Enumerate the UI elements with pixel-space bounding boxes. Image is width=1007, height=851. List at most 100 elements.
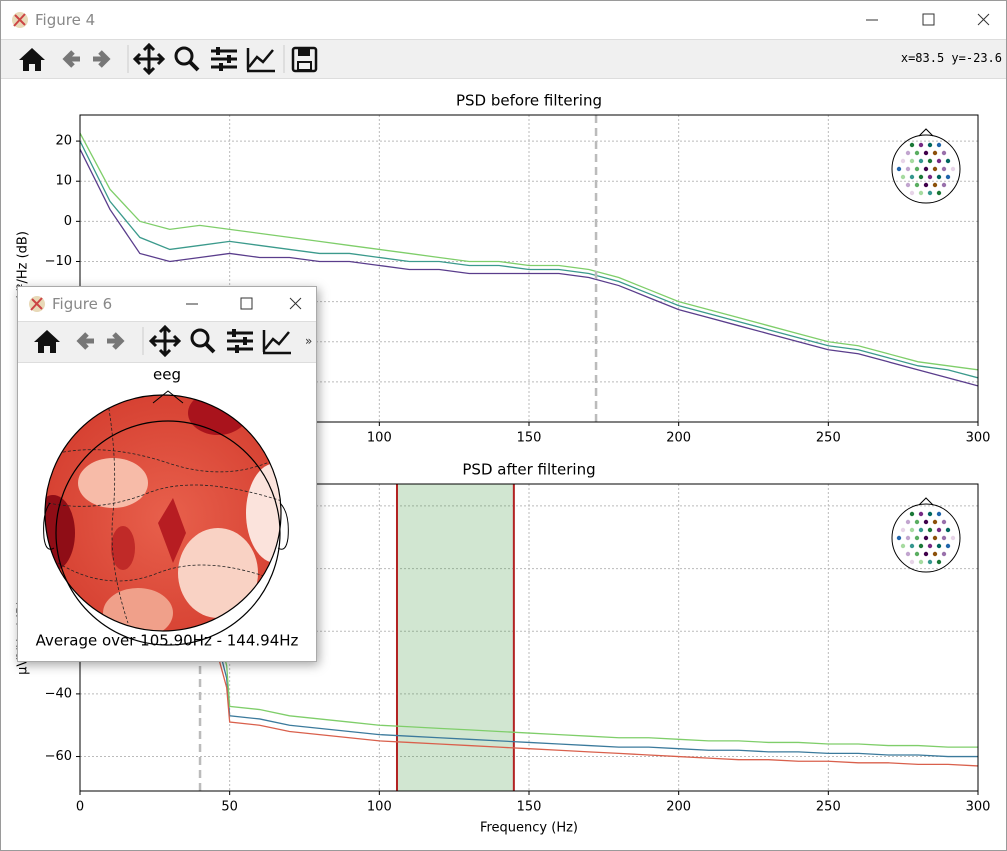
x-tick-label: 150 [517,431,542,446]
sensor-layout-inset [891,128,961,204]
sensor-dot [945,543,951,549]
toolbar-overflow[interactable]: » [305,334,313,348]
head-outline [891,134,961,204]
sensor-dot [932,551,938,557]
sensor-dot [900,527,906,533]
sensor-dot [927,527,933,533]
sensor-dot [932,150,938,156]
window-title: Figure 4 [35,11,96,29]
y-tick-label: −10 [45,254,72,269]
sensor-dot [950,535,956,541]
traces [80,132,978,387]
chart-title: PSD after filtering [462,461,595,479]
toolbar: » [18,321,316,363]
sensor-dot [909,527,915,533]
y-tick-label: −40 [45,686,72,701]
sensor-dot [936,543,942,549]
x-tick-label: 200 [666,800,691,815]
sensor-dot [923,551,929,557]
y-tick-label: 20 [55,134,72,149]
sensor-dot [941,150,947,156]
topomap-title: eeg [153,366,181,384]
y-tick-label: 10 [55,174,72,189]
sensor-dot [936,158,942,164]
sensor-dot [945,158,951,164]
sensor-dot [914,519,920,525]
sensor-dot [923,519,929,525]
topomap-caption: Average over 105.90Hz - 144.94Hz [36,632,299,650]
sensor-dot [909,190,915,196]
sensor-dot [936,511,942,517]
x-axis-label: Frequency (Hz) [480,821,578,836]
cursor-coords: x=83.5 y=-23.6 [900,51,1002,65]
sensor-dot [918,174,924,180]
sensor-dot [941,166,947,172]
sensor-dot [941,535,947,541]
sensor-dot [918,511,924,517]
sensor-dot [905,182,911,188]
sensor-dot [918,190,924,196]
psd-trace [80,140,978,379]
sensor-dot [905,150,911,156]
sensor-dot [918,158,924,164]
sensor-dot [914,535,920,541]
x-tick-label: 50 [221,800,238,815]
sensor-dot [909,543,915,549]
sensor-dot [918,142,924,148]
sensor-dot [945,174,951,180]
sensor-dot [932,535,938,541]
sensor-dot [923,166,929,172]
sensor-dot [932,182,938,188]
window-title: Figure 6 [52,295,113,313]
sensor-dot [905,551,911,557]
sensor-dot [918,559,924,565]
x-tick-label: 150 [517,800,542,815]
sensor-dot [936,190,942,196]
sensor-dot [900,174,906,180]
x-tick-label: 300 [966,800,991,815]
chart-title: PSD before filtering [456,92,602,110]
sensor-dot [936,142,942,148]
sensor-dot [896,535,902,541]
sensor-dot [932,166,938,172]
sensor-dot [909,174,915,180]
window-controls[interactable] [166,294,316,314]
sensor-dot [923,535,929,541]
topomap-canvas: eeg Average over 105.90Hz - 144.94Hz [36,366,299,650]
sensor-dot [927,174,933,180]
head-nose [918,128,934,137]
sensor-layout-inset [891,497,961,573]
sensor-dot [945,527,951,533]
sensor-dot [909,158,915,164]
toolbar-icons[interactable] [1,40,341,78]
sensor-dot [909,511,915,517]
sensor-dot [941,519,947,525]
topomap [45,395,281,631]
psd-trace [80,148,978,387]
sensor-dot [927,511,933,517]
sensor-dot [900,158,906,164]
sensor-dot [914,551,920,557]
sensor-dot [905,535,911,541]
head-outline [891,503,961,573]
window-controls[interactable] [846,10,1006,30]
y-tick-label: 0 [64,214,72,229]
x-tick-label: 250 [816,800,841,815]
sensor-dot [909,142,915,148]
sensor-dot [905,166,911,172]
app-icon [29,296,45,312]
x-tick-label: 100 [367,800,392,815]
psd-trace [80,132,978,371]
sensor-dot [927,158,933,164]
sensor-dot [932,519,938,525]
sensor-dot [927,142,933,148]
x-tick-label: 300 [966,431,991,446]
toolbar-icons[interactable] [18,322,308,362]
sensor-dot [936,559,942,565]
sensor-dot [927,190,933,196]
axes-frame [79,114,979,423]
sensor-dot [905,519,911,525]
sensor-dot [896,166,902,172]
x-tick-label: 200 [666,431,691,446]
sensor-dot [936,174,942,180]
